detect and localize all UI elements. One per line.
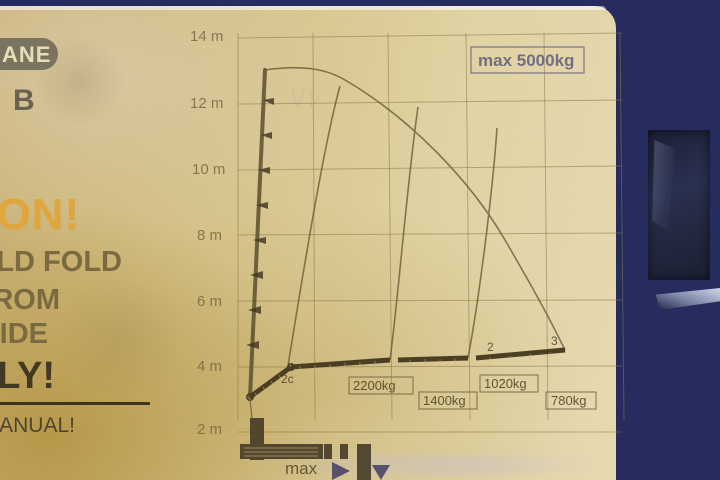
svg-text:3: 3 <box>551 334 558 348</box>
svg-text:780kg: 780kg <box>551 393 586 408</box>
svg-text:max: max <box>285 459 318 478</box>
svg-text:2 m: 2 m <box>197 421 222 438</box>
svg-text:4 m: 4 m <box>197 358 222 375</box>
svg-text:2c: 2c <box>281 372 294 386</box>
svg-text:12 m: 12 m <box>190 95 223 112</box>
svg-text:6 m: 6 m <box>197 293 222 310</box>
svg-text:1020kg: 1020kg <box>484 376 527 391</box>
svg-text:1400kg: 1400kg <box>423 393 466 408</box>
svg-text:10 m: 10 m <box>192 161 225 178</box>
svg-text:14 m: 14 m <box>190 28 223 45</box>
svg-text:max 5000kg: max 5000kg <box>478 51 574 70</box>
svg-text:2: 2 <box>487 340 494 354</box>
svg-text:8 m: 8 m <box>197 227 222 244</box>
svg-text:2200kg: 2200kg <box>353 378 396 393</box>
